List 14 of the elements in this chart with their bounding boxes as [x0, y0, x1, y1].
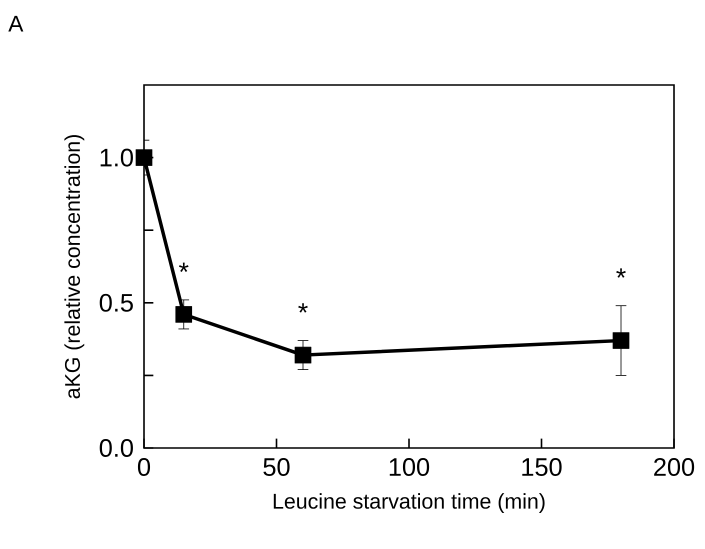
y-axis-title: aKG (relative concentration) — [64, 135, 84, 398]
y-tick-label: 1.0 — [100, 148, 133, 167]
x-tick-label: 0 — [138, 458, 150, 476]
annotation: * — [616, 268, 626, 278]
x-tick-label: 150 — [522, 458, 562, 476]
x-tick-label: 200 — [654, 458, 694, 476]
annotation: * — [179, 262, 189, 272]
y-tick-label: 0.0 — [100, 439, 133, 457]
annotation: * — [298, 303, 308, 313]
text: A — [8, 16, 24, 32]
x-tick-label: 100 — [390, 458, 430, 476]
y-tick-label: 0.5 — [100, 294, 133, 312]
x-axis-title: Leucine starvation time (min) — [274, 493, 545, 514]
x-tick-label: 50 — [263, 458, 290, 476]
